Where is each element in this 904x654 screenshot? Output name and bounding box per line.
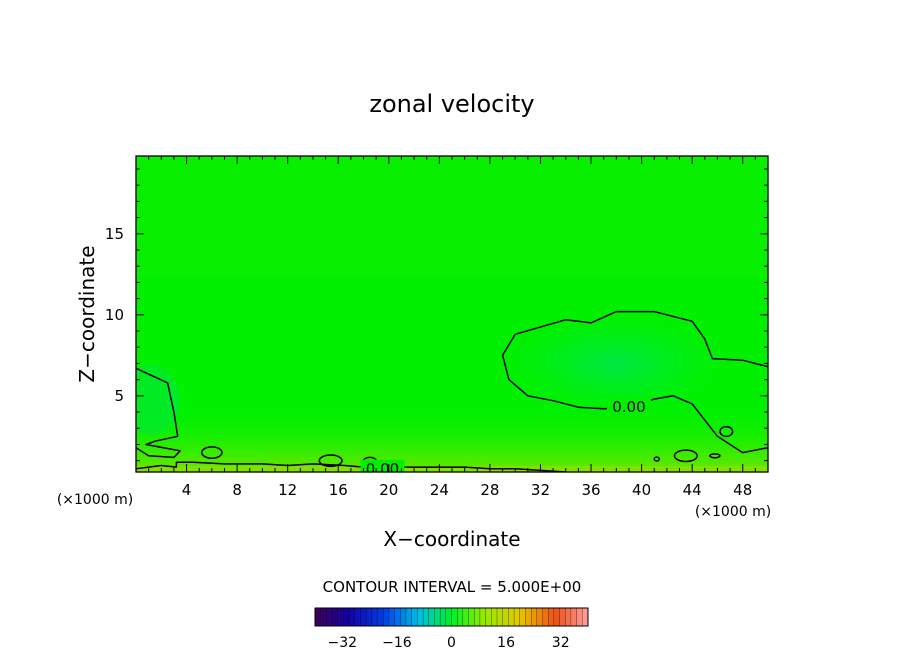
colorbar-swatch (354, 607, 361, 627)
field-surface-tint (136, 410, 768, 472)
colorbar-swatch (468, 607, 475, 627)
colorbar-swatch (530, 607, 538, 627)
chart-title: zonal velocity (369, 90, 534, 118)
colorbar-swatch (388, 607, 396, 627)
colorbar-swatch (417, 607, 424, 627)
y-tick-label: 15 (105, 225, 124, 243)
colorbar-swatch (570, 607, 578, 627)
colorbar-swatch (337, 607, 344, 627)
colorbar-swatch (565, 607, 572, 627)
x-tick-label: 24 (430, 481, 449, 499)
colorbar-swatch (479, 607, 487, 627)
colorbar-swatch (411, 607, 418, 627)
colorbar-swatch (428, 607, 435, 627)
contour-label-bg (360, 459, 405, 472)
contour-loop (719, 425, 734, 438)
x-tick-label: 16 (329, 481, 348, 499)
colorbar-swatch (371, 607, 379, 627)
x-tick-label: 4 (182, 481, 192, 499)
contour-loop (653, 456, 661, 462)
field-upper-tint (136, 156, 768, 276)
x-tick-label: 36 (581, 481, 600, 499)
colorbar-tick-label: 32 (552, 635, 570, 651)
contour-line (136, 461, 566, 472)
colorbar-swatch (525, 607, 532, 627)
contour-interval-label: CONTOUR INTERVAL = 5.000E+00 (323, 578, 582, 596)
colorbar-swatch (491, 607, 498, 627)
colorbar-swatch (314, 607, 322, 627)
colorbar-swatch (377, 607, 384, 627)
contour-label: 0.00 (612, 398, 645, 416)
plot-area: 0.00 0.00 (136, 156, 768, 478)
zero-contours: 0.00 0.00 (136, 310, 768, 478)
colorbar-swatch (348, 607, 356, 627)
colorbar-swatch (445, 607, 452, 627)
y-tick-label: 5 (114, 387, 124, 405)
colorbar-tick-label: −32 (328, 635, 358, 651)
contour-loop (709, 453, 721, 459)
colorbar-swatch (434, 607, 441, 627)
colorbar-swatch (400, 607, 407, 627)
colorbar-swatch (502, 607, 509, 627)
x-tick-label: 32 (531, 481, 550, 499)
colorbar-swatch (320, 607, 327, 627)
colorbar-swatch (485, 607, 492, 627)
colorbar-swatch (360, 607, 367, 627)
colorbar-swatch (548, 607, 555, 627)
y-axis-label: Z−coordinate (75, 245, 99, 382)
x-tick-label: 8 (232, 481, 242, 499)
contour-label-bg (606, 398, 651, 415)
contour-loop (200, 446, 223, 459)
colorbar-swatch (536, 607, 543, 627)
colorbar-swatch (582, 607, 589, 627)
x-unit-right: (×1000 m) (695, 504, 771, 520)
colorbar-swatch (457, 607, 464, 627)
colorbar-swatch (451, 607, 458, 627)
colorbar-swatch (343, 607, 350, 627)
contour-loop (673, 449, 698, 463)
contour-label: 0.00 (366, 460, 399, 478)
colorbar-swatch (326, 607, 333, 627)
colorbar-tick-label: −16 (382, 635, 412, 651)
colorbar-swatch (405, 607, 413, 627)
colorbar-tick-label: 0 (447, 635, 456, 651)
colorbar-swatch (559, 607, 566, 627)
colorbar-swatch (383, 607, 390, 627)
x-tick-label: 44 (683, 481, 702, 499)
colorbar-swatch (553, 607, 561, 627)
colorbar-swatch (422, 607, 430, 627)
colorbar-swatch (439, 607, 447, 627)
colorbar-swatch (576, 607, 583, 627)
colorbar: −32 −16 0 16 32 (314, 607, 589, 651)
colorbar-swatch (542, 607, 549, 627)
colorbar-swatch (508, 607, 515, 627)
colorbar-tick-label: 16 (497, 635, 515, 651)
x-tick-label: 12 (278, 481, 297, 499)
colorbar-swatch (519, 607, 526, 627)
colorbar-swatch (331, 607, 339, 627)
colorbar-swatch (394, 607, 401, 627)
x-tick-label: 40 (632, 481, 651, 499)
x-tick-label: 48 (733, 481, 752, 499)
y-tick-label: 10 (105, 306, 124, 324)
x-tick-label: 20 (379, 481, 398, 499)
x-axis-label: X−coordinate (383, 527, 520, 551)
colorbar-swatch (462, 607, 470, 627)
x-tick-label: 28 (480, 481, 499, 499)
field-negative-pocket (506, 316, 726, 412)
contour-line (136, 367, 181, 459)
colorbar-swatch (496, 607, 504, 627)
colorbar-swatch (474, 607, 481, 627)
colorbar-swatch (513, 607, 521, 627)
x-unit-left: (×1000 m) (57, 492, 133, 508)
colorbar-swatch (366, 607, 373, 627)
field-left-pocket (136, 365, 180, 435)
contour-line (514, 310, 768, 368)
contour-loop (318, 454, 343, 468)
colorbar-frame (314, 607, 589, 627)
